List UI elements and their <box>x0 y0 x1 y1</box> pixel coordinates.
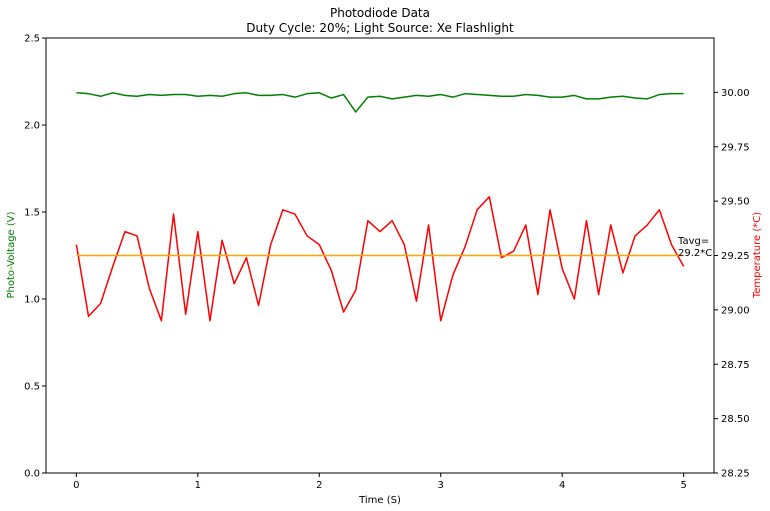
y-right-tick-label: 29.50 <box>721 197 750 208</box>
x-tick-label: 0 <box>73 480 79 491</box>
y-axis-right: 28.25 28.50 28.75 29.00 29.25 29.50 29.75 30.00 <box>714 88 750 480</box>
x-tick-label: 5 <box>680 480 686 491</box>
x-tick-label: 3 <box>438 480 444 491</box>
temperature-series-line <box>75 196 685 322</box>
y-left-tick-label: 2.0 <box>24 121 40 132</box>
x-tick-label: 2 <box>316 480 322 491</box>
plot-area <box>75 92 685 322</box>
y-axis-right-label: Temperature (*C) <box>752 212 763 299</box>
photo-voltage-series-line <box>76 92 684 113</box>
chart-title: Photodiode Data <box>330 6 430 20</box>
y-left-tick-label: 2.5 <box>24 34 40 45</box>
x-tick-label: 4 <box>559 480 565 491</box>
x-tick-label: 1 <box>195 480 201 491</box>
y-left-tick-label: 0.0 <box>24 469 40 480</box>
y-right-tick-label: 30.00 <box>721 88 750 99</box>
x-axis: 0 1 2 3 4 5 <box>73 473 687 491</box>
y-left-tick-label: 1.0 <box>24 295 40 306</box>
chart-subtitle: Duty Cycle: 20%; Light Source: Xe Flashl… <box>246 21 514 35</box>
x-axis-label: Time (S) <box>358 495 401 506</box>
y-right-tick-label: 29.00 <box>721 305 750 316</box>
y-right-tick-label: 28.50 <box>721 414 750 425</box>
y-left-tick-label: 0.5 <box>24 382 40 393</box>
y-right-tick-label: 29.25 <box>721 251 750 262</box>
y-right-tick-label: 29.75 <box>721 142 750 153</box>
y-axis-left: 0.0 0.5 1.0 1.5 2.0 2.5 <box>24 34 46 480</box>
tavg-annotation-line1: Tavg= <box>677 236 709 247</box>
y-right-tick-label: 28.75 <box>721 360 750 371</box>
tavg-annotation-line2: 29.2*C <box>678 248 712 259</box>
y-right-tick-label: 28.25 <box>721 469 750 480</box>
y-left-tick-label: 1.5 <box>24 208 40 219</box>
y-axis-left-label: Photo-Voltage (V) <box>6 211 17 298</box>
